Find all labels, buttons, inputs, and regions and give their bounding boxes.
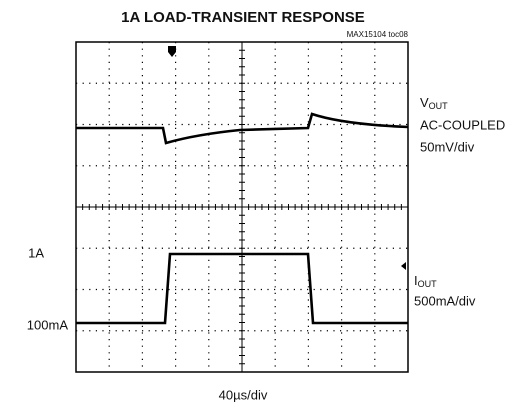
figure-id: MAX15104 toc08 xyxy=(347,30,409,39)
iout-scale: 500mA/div xyxy=(414,293,476,308)
time-scale: 40µs/div xyxy=(219,387,268,402)
iout-label: IOUT xyxy=(414,273,437,289)
level-marker xyxy=(401,262,406,270)
trigger-marker xyxy=(168,46,176,57)
scope-frame xyxy=(75,41,409,373)
scope-grid xyxy=(75,41,409,373)
left-label: 1A xyxy=(28,245,44,260)
vout-coupling: AC-COUPLED xyxy=(420,117,505,132)
vout-label: VOUT xyxy=(420,95,448,111)
vout-scale: 50mV/div xyxy=(420,139,475,154)
iout-trace xyxy=(76,252,408,325)
vout-trace xyxy=(76,112,409,145)
title: 1A LOAD-TRANSIENT RESPONSE xyxy=(121,9,365,26)
left-label: 100mA xyxy=(27,317,69,332)
